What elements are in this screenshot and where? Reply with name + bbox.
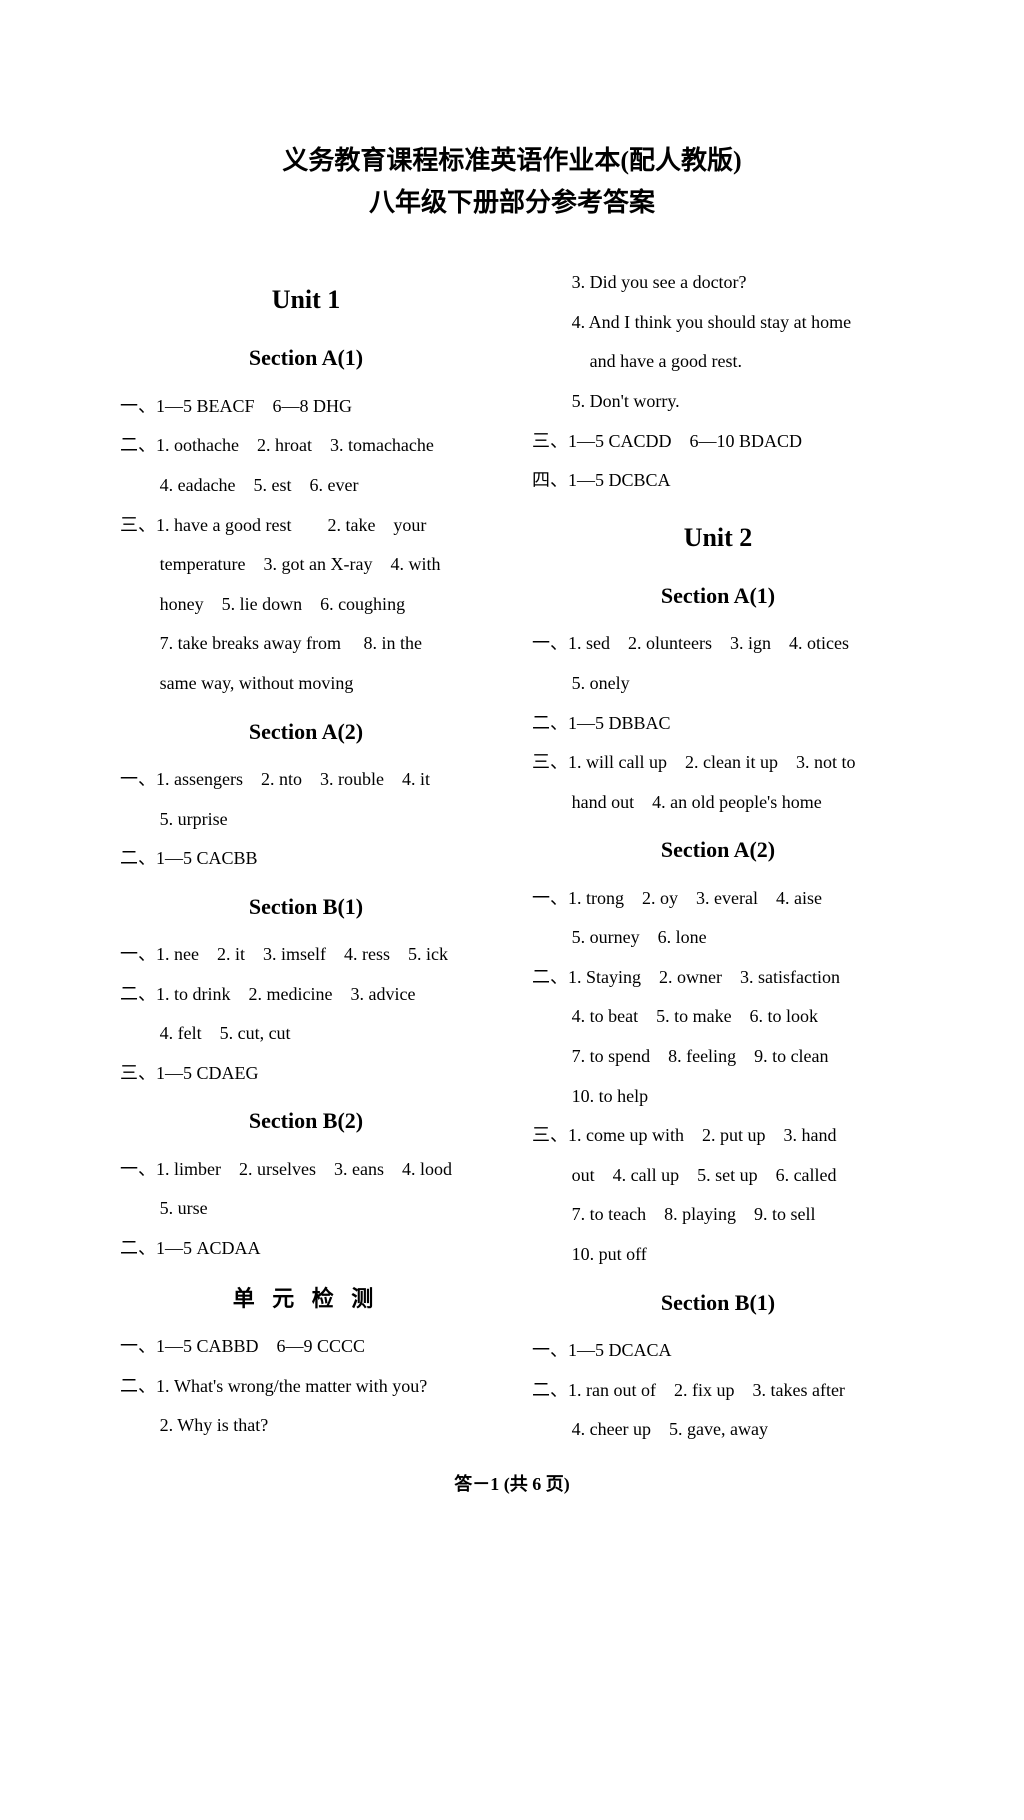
section-a1-title: Section A(1) [120,334,492,382]
answer-line: 三、1. come up with 2. put up 3. hand [532,1116,904,1156]
answer-line: 一、1. sed 2. olunteers 3. ign 4. otices [532,624,904,664]
answer-line: 4. eadache 5. est 6. ever [120,466,492,506]
answer-line: 7. to teach 8. playing 9. to sell [532,1195,904,1235]
answer-line: 二、1. Staying 2. owner 3. satisfaction [532,958,904,998]
answer-line: 10. to help [532,1077,904,1117]
section-a2-title: Section A(2) [120,708,492,756]
answer-line: 二、1. to drink 2. medicine 3. advice [120,975,492,1015]
answer-line: 4. felt 5. cut, cut [120,1014,492,1054]
answer-line: out 4. call up 5. set up 6. called [532,1156,904,1196]
answer-line: temperature 3. got an X-ray 4. with [120,545,492,585]
answer-line: 四、1—5 DCBCA [532,461,904,501]
answer-line: 7. to spend 8. feeling 9. to clean [532,1037,904,1077]
title-block: 义务教育课程标准英语作业本(配人教版) 八年级下册部分参考答案 [120,140,904,223]
section-a2-title: Section A(2) [532,826,904,874]
title-line-1: 义务教育课程标准英语作业本(配人教版) [120,140,904,182]
answer-line: honey 5. lie down 6. coughing [120,585,492,625]
answer-line: 三、1. will call up 2. clean it up 3. not … [532,743,904,783]
answer-line: 二、1. oothache 2. hroat 3. tomachache [120,426,492,466]
answer-line: 5. ourney 6. lone [532,918,904,958]
section-b2-title: Section B(2) [120,1097,492,1145]
answer-line: 4. to beat 5. to make 6. to look [532,997,904,1037]
answer-line: hand out 4. an old people's home [532,783,904,823]
answer-line: 一、1—5 BEACF 6—8 DHG [120,387,492,427]
answer-line: and have a good rest. [532,342,904,382]
answer-line: 一、1—5 CABBD 6—9 CCCC [120,1327,492,1367]
answer-line: 4. cheer up 5. gave, away [532,1410,904,1450]
answer-line: 二、1. What's wrong/the matter with you? [120,1367,492,1407]
page-footer: 答－1 (共 6 页) [120,1470,904,1496]
answer-line: 7. take breaks away from 8. in the [120,624,492,664]
left-column: Unit 1 Section A(1) 一、1—5 BEACF 6—8 DHG … [120,263,492,1450]
section-b1-title: Section B(1) [120,883,492,931]
answer-line: 一、1. limber 2. urselves 3. eans 4. lood [120,1150,492,1190]
answer-line: 3. Did you see a doctor? [532,263,904,303]
unit-test-title: 单 元 检 测 [120,1275,492,1323]
unit-1-title: Unit 1 [120,271,492,328]
answer-line: 4. And I think you should stay at home [532,303,904,343]
unit-2-title: Unit 2 [532,509,904,566]
section-b1-title: Section B(1) [532,1279,904,1327]
answer-line: 三、1—5 CDAEG [120,1054,492,1094]
answer-line: 二、1. ran out of 2. fix up 3. takes after [532,1371,904,1411]
title-line-2: 八年级下册部分参考答案 [120,182,904,224]
answer-line: 2. Why is that? [120,1406,492,1446]
answer-line: 10. put off [532,1235,904,1275]
content-columns: Unit 1 Section A(1) 一、1—5 BEACF 6—8 DHG … [120,263,904,1450]
answer-line: same way, without moving [120,664,492,704]
answer-line: 5. urse [120,1189,492,1229]
answer-line: 一、1. nee 2. it 3. imself 4. ress 5. ick [120,935,492,975]
answer-line: 二、1—5 CACBB [120,839,492,879]
answer-line: 三、1. have a good rest 2. take your [120,506,492,546]
answer-line: 5. onely [532,664,904,704]
answer-line: 5. Don't worry. [532,382,904,422]
section-a1-title: Section A(1) [532,572,904,620]
answer-line: 一、1. assengers 2. nto 3. rouble 4. it [120,760,492,800]
answer-line: 5. urprise [120,800,492,840]
answer-line: 一、1—5 DCACA [532,1331,904,1371]
answer-line: 二、1—5 DBBAC [532,704,904,744]
answer-line: 三、1—5 CACDD 6—10 BDACD [532,422,904,462]
answer-line: 一、1. trong 2. oy 3. everal 4. aise [532,879,904,919]
answer-line: 二、1—5 ACDAA [120,1229,492,1269]
right-column: 3. Did you see a doctor? 4. And I think … [532,263,904,1450]
